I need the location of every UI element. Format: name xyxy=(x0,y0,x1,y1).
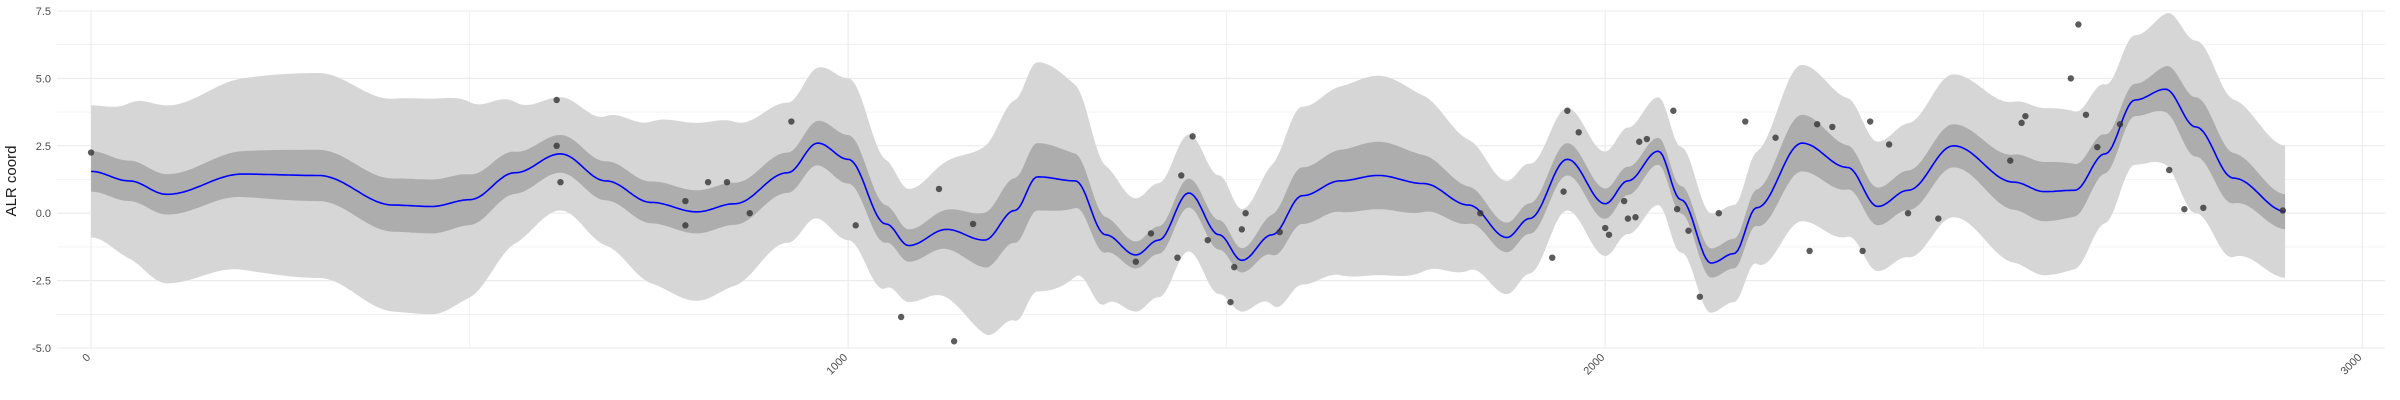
data-point xyxy=(1231,263,1238,271)
data-point xyxy=(1829,123,1836,131)
data-point xyxy=(1477,210,1484,217)
y-tick-label: -5.0 xyxy=(32,343,51,355)
data-point xyxy=(2067,75,2075,82)
data-point xyxy=(1806,247,1813,255)
y-tick-label: 0.0 xyxy=(36,208,51,220)
data-point xyxy=(1575,129,1582,136)
data-point xyxy=(1564,107,1571,114)
data-point xyxy=(1602,224,1609,232)
y-tick-label: 7.5 xyxy=(36,6,51,18)
data-point xyxy=(897,313,905,321)
data-point xyxy=(2022,112,2029,120)
data-point xyxy=(723,178,731,186)
data-point xyxy=(553,96,560,104)
data-point xyxy=(1132,258,1140,265)
data-point xyxy=(2166,166,2173,174)
data-point xyxy=(1859,247,1866,255)
data-point xyxy=(1643,135,1651,143)
data-point xyxy=(1624,215,1632,222)
data-point xyxy=(1685,227,1692,234)
y-tick-label: 5.0 xyxy=(36,73,51,85)
data-point xyxy=(87,149,95,156)
data-point xyxy=(704,178,712,186)
data-point xyxy=(1605,231,1613,238)
x-tick-label: 3000 xyxy=(2339,352,2365,378)
data-point xyxy=(852,222,859,229)
data-point xyxy=(1670,107,1677,114)
data-point xyxy=(1204,236,1211,244)
data-point xyxy=(2018,119,2025,127)
data-point xyxy=(1620,197,1628,205)
data-point xyxy=(969,220,977,228)
data-point xyxy=(682,222,689,229)
data-point xyxy=(2094,143,2101,151)
y-axis-title: ALR coord xyxy=(3,146,20,217)
data-point xyxy=(1885,141,1893,148)
data-point xyxy=(788,118,795,125)
data-point xyxy=(746,210,753,217)
y-tick-label: -2.5 xyxy=(32,276,51,288)
observed-points xyxy=(87,21,2286,345)
data-point xyxy=(1147,230,1155,237)
data-point xyxy=(1227,298,1234,306)
data-point xyxy=(1935,215,1942,222)
data-point xyxy=(950,338,958,345)
data-point xyxy=(1813,121,1821,128)
data-point xyxy=(553,142,560,149)
data-point xyxy=(2082,111,2090,118)
data-point xyxy=(1636,138,1643,145)
mean-line xyxy=(91,88,2286,264)
data-point xyxy=(1560,188,1567,195)
data-point xyxy=(2075,21,2082,28)
inner-uncertainty-band xyxy=(91,66,2286,278)
data-point xyxy=(2181,205,2188,213)
mean-line-layer xyxy=(91,88,2286,264)
x-tick-label: 2000 xyxy=(1582,352,1608,378)
data-point xyxy=(935,185,943,193)
outer-uncertainty-band xyxy=(91,13,2286,336)
data-point xyxy=(1189,133,1196,140)
data-point xyxy=(1742,118,1749,125)
data-point xyxy=(1632,214,1639,221)
data-point xyxy=(2279,207,2286,214)
data-point xyxy=(1178,172,1185,179)
data-point xyxy=(1696,293,1704,300)
data-point xyxy=(1549,254,1556,261)
x-tick-label: 1000 xyxy=(824,352,850,378)
data-point xyxy=(1238,226,1246,233)
data-point xyxy=(1276,228,1283,236)
data-point xyxy=(2200,204,2207,212)
data-point xyxy=(1673,205,1681,213)
data-point xyxy=(2007,157,2014,164)
data-point xyxy=(557,178,564,186)
data-point xyxy=(1772,134,1779,141)
data-point xyxy=(1715,210,1722,217)
confidence-bands xyxy=(91,13,2286,336)
y-tick-label: 2.5 xyxy=(36,141,51,153)
data-point xyxy=(1866,118,1874,125)
data-point xyxy=(1904,210,1912,217)
data-point xyxy=(1174,254,1181,261)
data-point xyxy=(682,197,689,205)
data-point xyxy=(2116,121,2124,128)
x-tick-label: 0 xyxy=(80,352,93,365)
data-point xyxy=(1242,210,1249,217)
